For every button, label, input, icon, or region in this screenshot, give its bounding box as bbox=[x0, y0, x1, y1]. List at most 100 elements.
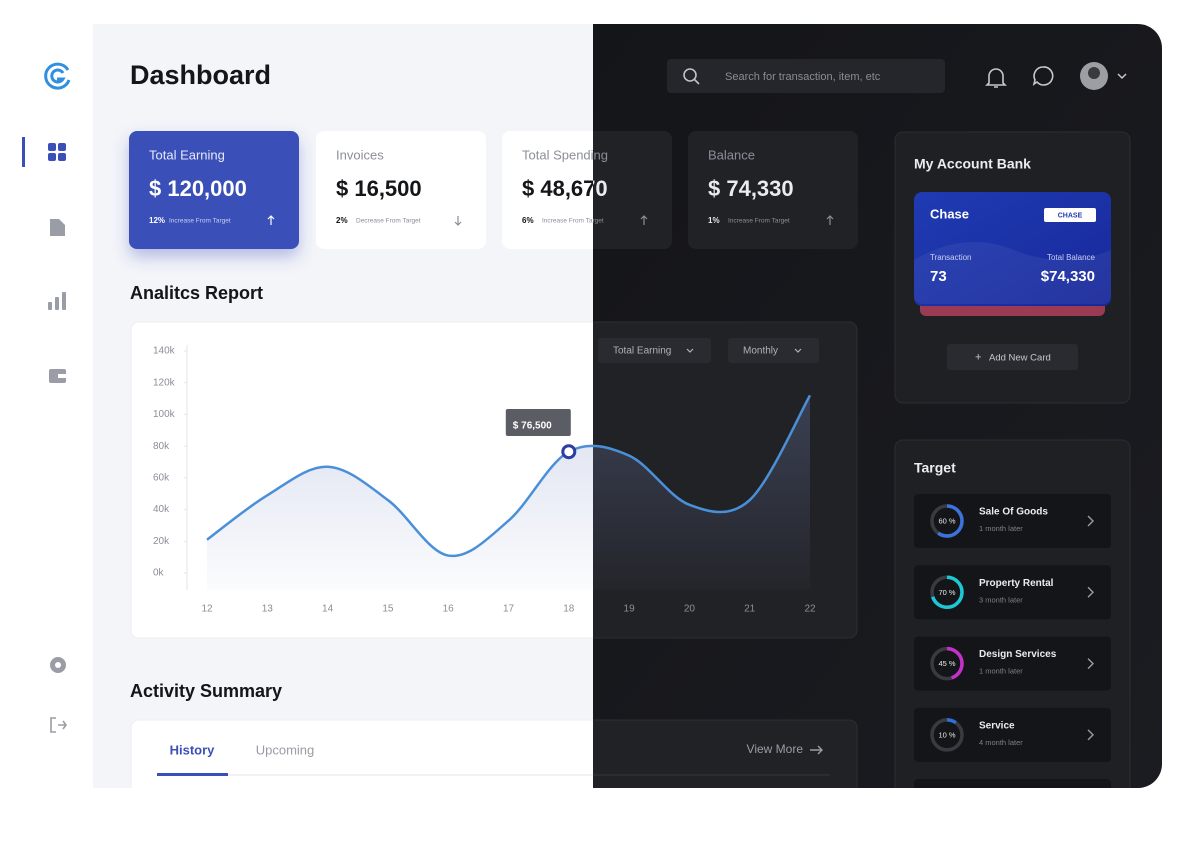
bank-name: Chase bbox=[930, 206, 969, 221]
line-area bbox=[207, 395, 810, 590]
notifications-icon[interactable] bbox=[985, 68, 1007, 88]
card-value: $74,330 bbox=[1041, 268, 1095, 285]
chevron[interactable] bbox=[1087, 515, 1094, 527]
y-tick-label: 20k bbox=[153, 536, 170, 547]
avatar-face bbox=[1088, 67, 1100, 79]
progress-ring bbox=[930, 504, 964, 538]
target-name: Property Rental bbox=[979, 578, 1054, 589]
target-item[interactable] bbox=[914, 707, 1111, 762]
filter-dropdown[interactable] bbox=[598, 338, 711, 363]
active-tab-underline bbox=[157, 773, 228, 776]
filter-label: Monthly bbox=[743, 346, 778, 357]
target-name: Design Services bbox=[979, 649, 1057, 660]
y-tick-label: 120k bbox=[153, 377, 176, 388]
chevron bbox=[686, 348, 694, 353]
card-value: 73 bbox=[930, 268, 947, 285]
button-label: Add New Card bbox=[989, 353, 1051, 364]
x-tick-label: 22 bbox=[804, 604, 816, 615]
stat-amount: $ 16,500 bbox=[336, 176, 422, 201]
sidebar bbox=[22, 24, 93, 788]
target-time: 1 month later bbox=[979, 524, 1023, 533]
documents-icon[interactable] bbox=[50, 219, 65, 236]
filter-label: Total Earning bbox=[613, 346, 671, 357]
reports-icon[interactable] bbox=[48, 292, 66, 310]
target-item[interactable] bbox=[914, 565, 1111, 620]
x-tick-label: 15 bbox=[382, 604, 394, 615]
trend-arrow bbox=[640, 215, 648, 225]
progress-ring bbox=[930, 718, 964, 752]
view-more-link[interactable]: View More bbox=[747, 742, 804, 756]
logout-icon[interactable] bbox=[50, 717, 67, 733]
profile-menu-chevron[interactable] bbox=[1117, 73, 1127, 80]
stat-change: 12% bbox=[149, 216, 165, 225]
tab[interactable]: Upcoming bbox=[256, 742, 315, 757]
line-series bbox=[206, 394, 812, 558]
progress-label: 10 % bbox=[938, 730, 955, 739]
frame: Dashboard Search for transaction, item, … bbox=[22, 24, 1162, 833]
target-time: 3 month later bbox=[979, 595, 1023, 604]
y-tick-label: 0k bbox=[153, 568, 165, 579]
target-time: 1 month later bbox=[979, 667, 1023, 676]
filter-dropdown[interactable] bbox=[728, 338, 819, 363]
target-item[interactable] bbox=[914, 779, 1111, 833]
stat-change: 2% bbox=[336, 216, 348, 225]
add-card-button[interactable] bbox=[947, 344, 1078, 370]
y-tick-label: 100k bbox=[153, 409, 176, 420]
x-tick-label: 17 bbox=[503, 604, 515, 615]
stat-title: Total Spending bbox=[522, 147, 608, 162]
card-label: Total Balance bbox=[1047, 253, 1096, 262]
progress-ring bbox=[930, 575, 964, 610]
search-box[interactable] bbox=[667, 59, 945, 93]
chevron[interactable] bbox=[1087, 729, 1094, 741]
stat-title: Balance bbox=[708, 147, 755, 162]
progress-label: 70 % bbox=[938, 588, 955, 597]
stat-card[interactable] bbox=[688, 131, 858, 249]
search-placeholder: Search for transaction, item, etc bbox=[725, 71, 881, 83]
x-tick-label: 13 bbox=[262, 604, 274, 615]
active-indicator bbox=[22, 137, 25, 167]
tooltip-value: $ 76,500 bbox=[513, 421, 552, 432]
trend-arrow bbox=[454, 216, 462, 226]
trend-arrow bbox=[826, 215, 834, 225]
stat-note: Increase From Target bbox=[542, 218, 604, 225]
target-name: Sale Of Goods bbox=[979, 507, 1048, 518]
card-wave bbox=[914, 242, 1111, 304]
stat-title: Total Earning bbox=[149, 147, 225, 162]
stat-change: 6% bbox=[522, 216, 534, 225]
y-tick-label: 40k bbox=[153, 504, 170, 515]
plus-icon: + bbox=[975, 351, 981, 363]
y-tick-label: 60k bbox=[153, 472, 170, 483]
progress-label: 45 % bbox=[938, 659, 955, 668]
logo bbox=[44, 62, 71, 90]
messages-icon[interactable] bbox=[1032, 66, 1054, 86]
y-tick-label: 80k bbox=[153, 441, 170, 452]
settings-icon[interactable] bbox=[50, 657, 66, 673]
stat-card[interactable] bbox=[502, 131, 672, 249]
target-item[interactable] bbox=[914, 636, 1111, 691]
wallet-icon[interactable] bbox=[49, 369, 66, 383]
stat-amount: $ 74,330 bbox=[708, 176, 794, 201]
dashboard-icon[interactable] bbox=[48, 143, 66, 161]
highlight-point bbox=[561, 444, 577, 460]
chevron[interactable] bbox=[1087, 658, 1094, 670]
bank-badge bbox=[1044, 208, 1096, 222]
progress-ring bbox=[930, 646, 964, 681]
bank-badge-text: CHASE bbox=[1058, 212, 1083, 219]
target-time: 4 month later bbox=[979, 738, 1023, 747]
stat-note: Increase From Target bbox=[169, 218, 231, 225]
chevron[interactable] bbox=[1087, 586, 1094, 598]
activity-panel bbox=[130, 719, 858, 788]
progress-label: 60 % bbox=[938, 516, 955, 525]
stat-title: Invoices bbox=[336, 147, 384, 162]
y-tick-label: 140k bbox=[153, 346, 176, 357]
tab[interactable]: History bbox=[170, 742, 216, 757]
stat-note: Decrease From Target bbox=[356, 218, 421, 225]
target-item[interactable] bbox=[914, 494, 1111, 548]
chevron bbox=[794, 348, 802, 353]
stat-card[interactable] bbox=[316, 131, 486, 249]
stat-card[interactable] bbox=[129, 131, 299, 249]
dynamic-content: Total Earning $ 120,000 12% Increase From T… bbox=[129, 131, 1111, 762]
x-tick-label: 16 bbox=[443, 604, 455, 615]
stat-amount: $ 120,000 bbox=[149, 176, 247, 201]
